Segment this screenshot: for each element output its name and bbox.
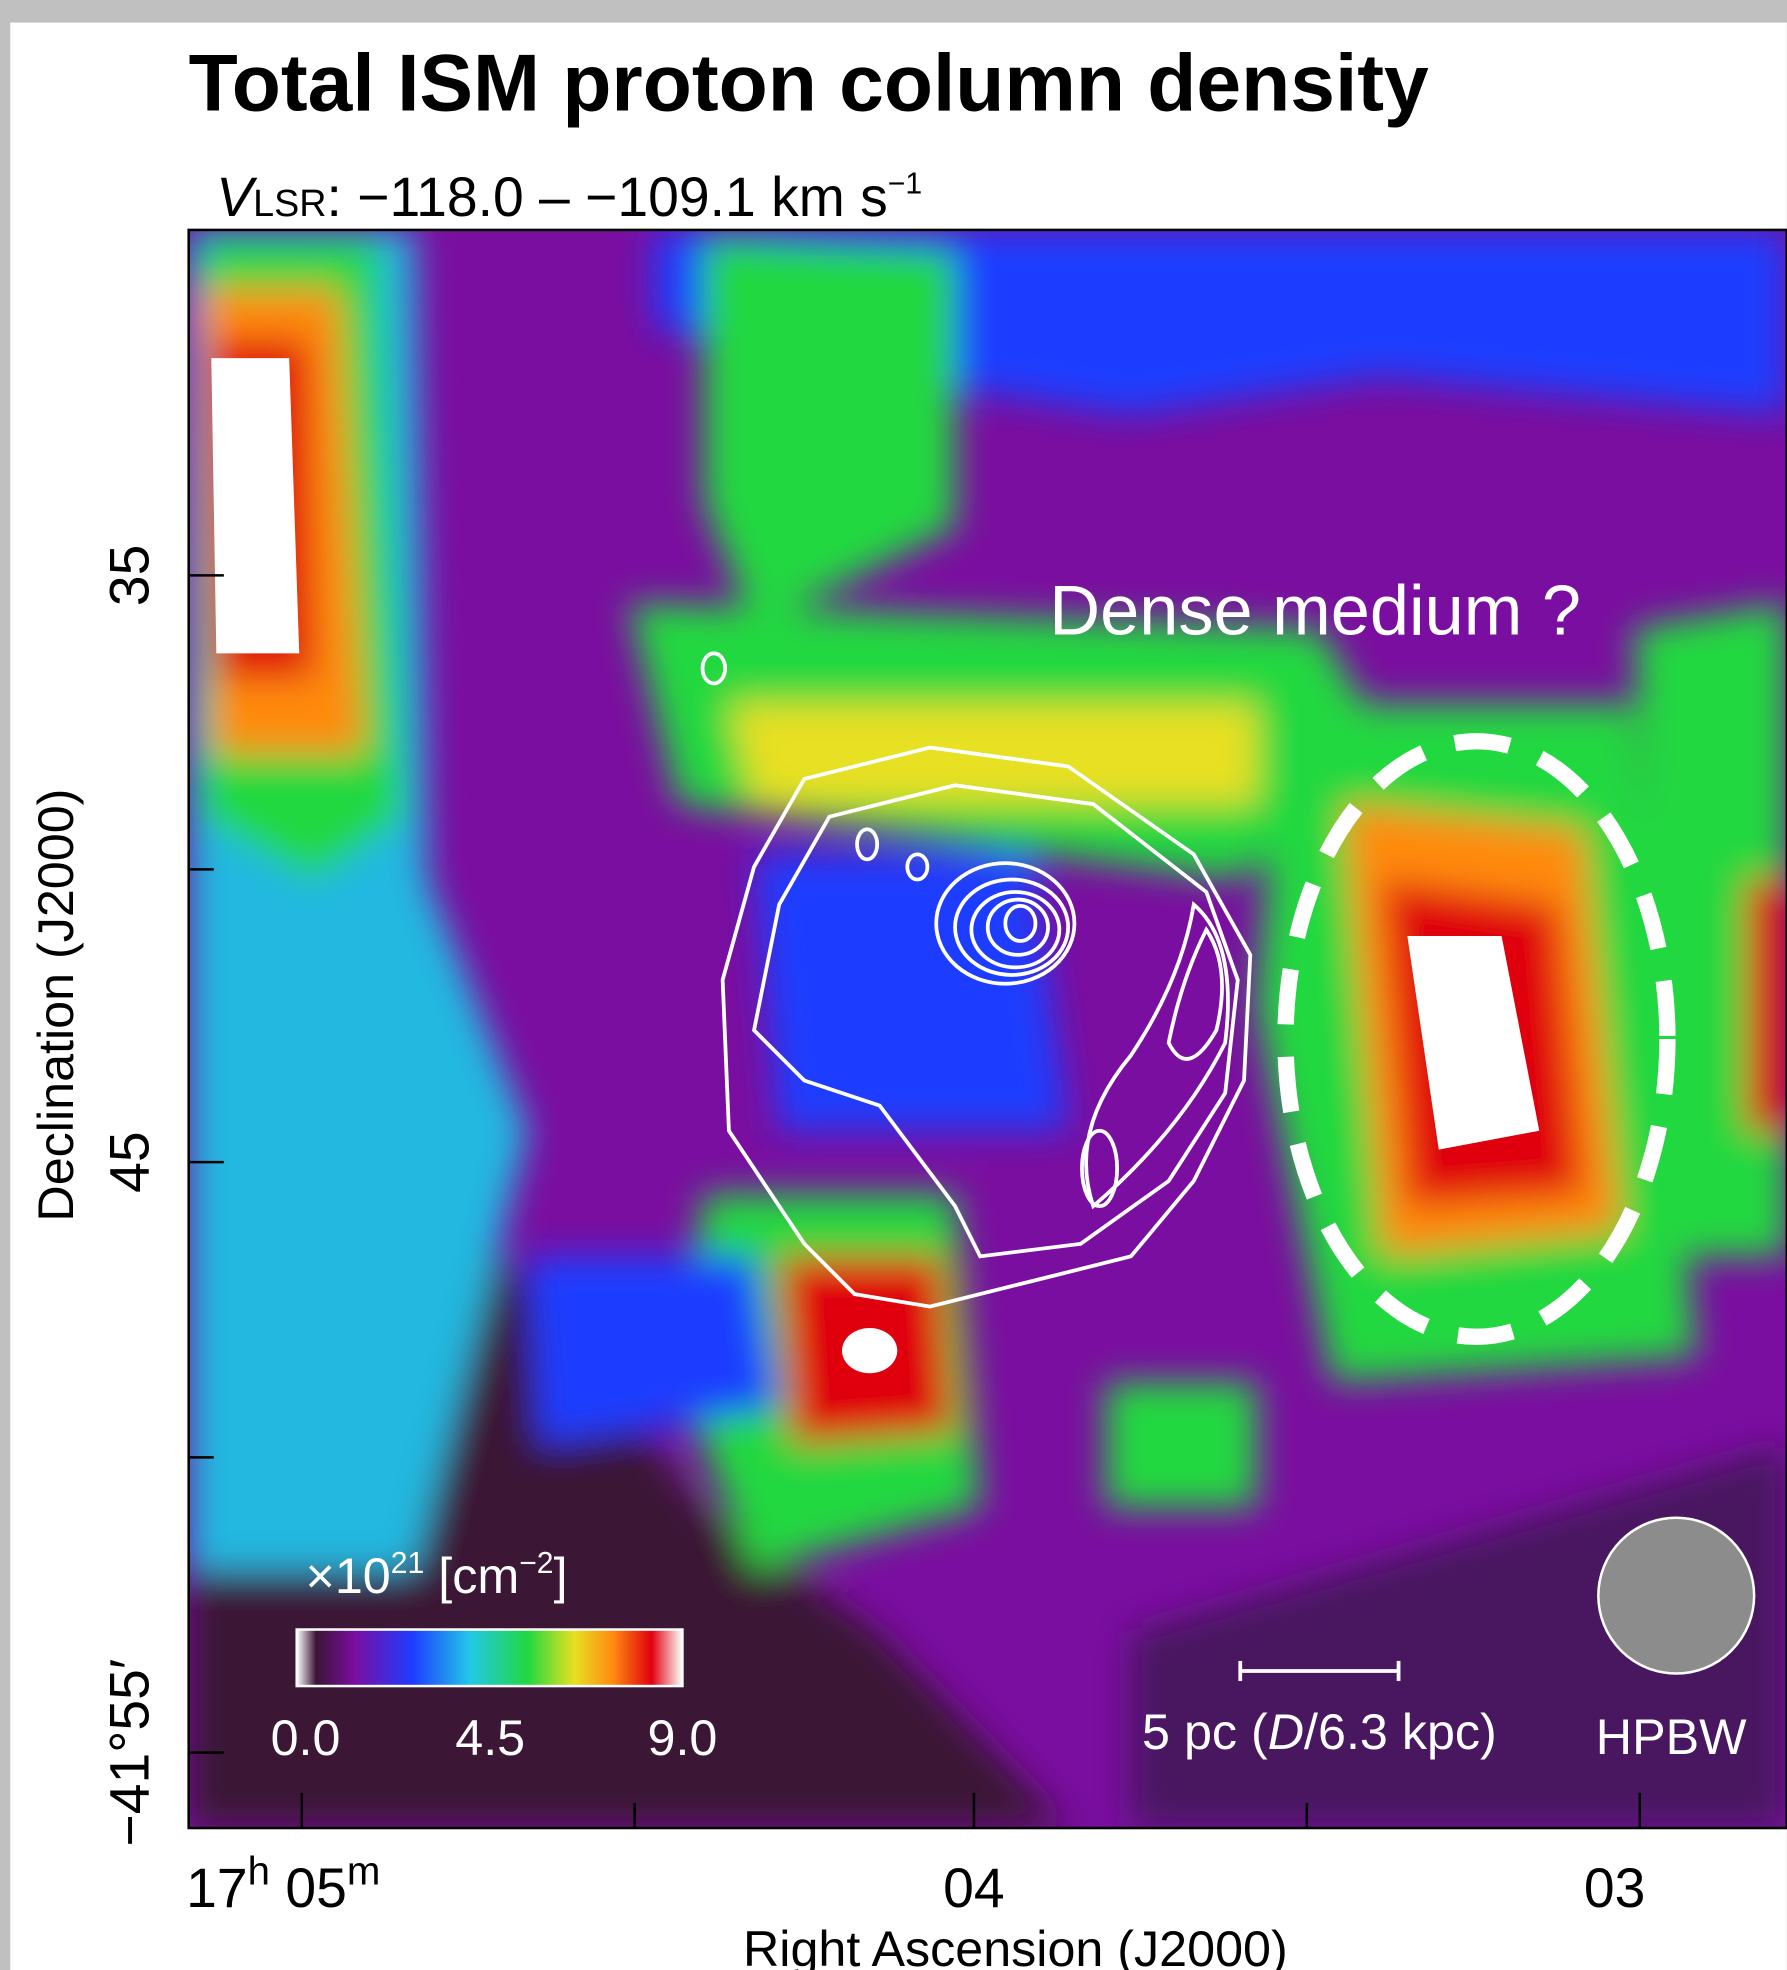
- colorbar-tick-label: 9.0: [647, 1710, 717, 1766]
- tspan: −2: [519, 1547, 553, 1580]
- colorbar-tick-label: 0.0: [271, 1710, 341, 1766]
- x-axis-label: Right Ascension (J2000): [743, 1921, 1288, 1970]
- x-tick-label: 03: [1584, 1857, 1645, 1919]
- figure: Total ISM proton column density VLSR: −1…: [0, 0, 1787, 1970]
- path: [754, 854, 1068, 1130]
- tspan: ×10: [306, 1548, 391, 1604]
- title: Total ISM proton column density: [189, 39, 1429, 129]
- path: [211, 358, 299, 653]
- tspan: ]: [554, 1548, 568, 1604]
- y-axis-label: Declination (J2000): [28, 789, 84, 1222]
- colorbar: [297, 1630, 683, 1687]
- ellipse: [842, 1328, 897, 1373]
- scale-bar-label: 5 pc (D/6.3 kpc): [1142, 1704, 1497, 1760]
- tspan: /6.3 kpc): [1304, 1704, 1497, 1760]
- beam: [1598, 1518, 1754, 1674]
- tspan: 17: [186, 1857, 247, 1919]
- tspan: −1: [888, 167, 922, 200]
- x-tick-label: 04: [943, 1857, 1004, 1919]
- annotation: Dense medium ?: [1049, 570, 1581, 649]
- path: [1747, 879, 1787, 1130]
- tspan: [270, 1857, 285, 1919]
- tspan: [cm: [424, 1548, 519, 1604]
- tspan: 5 pc (: [1142, 1704, 1268, 1760]
- y-tick-label: −41°55′: [98, 1659, 160, 1847]
- tspan: h: [248, 1849, 270, 1894]
- y-tick-label: 45: [98, 1131, 160, 1192]
- colorbar-tick-label: 4.5: [455, 1710, 525, 1766]
- tspan: D: [1268, 1704, 1304, 1760]
- page: Total ISM proton column density VLSR: −1…: [0, 0, 1787, 1970]
- tspan: LSR: [253, 182, 326, 224]
- tspan: : −118.0 – −109.1 km s: [327, 166, 888, 228]
- tspan: m: [347, 1849, 380, 1894]
- tspan: 05: [285, 1857, 346, 1919]
- path: [1106, 1382, 1257, 1508]
- tspan: V: [216, 166, 258, 228]
- tspan: 21: [391, 1547, 425, 1580]
- beam-label: HPBW: [1596, 1709, 1747, 1765]
- y-tick-label: 35: [98, 545, 160, 606]
